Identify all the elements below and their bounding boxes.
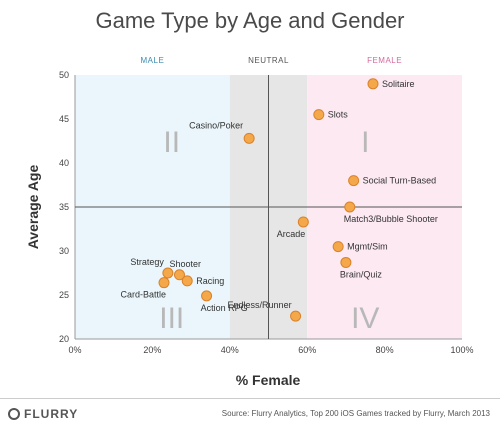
x-tick-label: 80% bbox=[376, 345, 394, 355]
x-tick-label: 40% bbox=[221, 345, 239, 355]
y-tick-label: 35 bbox=[59, 202, 69, 212]
data-point bbox=[367, 78, 379, 90]
zone-label-male: MALE bbox=[141, 56, 165, 65]
data-point bbox=[173, 269, 185, 281]
data-label: Arcade bbox=[277, 229, 306, 239]
y-tick-label: 40 bbox=[59, 158, 69, 168]
data-label: Casino/Poker bbox=[189, 120, 243, 130]
x-tick-label: 0% bbox=[68, 345, 81, 355]
data-label: Strategy bbox=[130, 257, 164, 267]
data-point bbox=[243, 132, 255, 144]
x-tick-label: 100% bbox=[450, 345, 473, 355]
y-tick-label: 25 bbox=[59, 290, 69, 300]
zone-label-female: FEMALE bbox=[367, 56, 402, 65]
quadrant-label: II bbox=[163, 126, 180, 159]
quadrant-label: I bbox=[361, 126, 369, 159]
data-point bbox=[162, 267, 174, 279]
y-tick-label: 45 bbox=[59, 114, 69, 124]
y-tick-label: 20 bbox=[59, 334, 69, 344]
data-label: Mgmt/Sim bbox=[347, 242, 388, 252]
data-label: Racing bbox=[196, 276, 224, 286]
data-label: Solitaire bbox=[382, 79, 415, 89]
data-label: Brain/Quiz bbox=[340, 269, 383, 279]
data-label: Endless/Runner bbox=[228, 300, 292, 310]
footer: FLURRY Source: Flurry Analytics, Top 200… bbox=[0, 398, 500, 429]
zone-label-neutral: NEUTRAL bbox=[248, 56, 289, 65]
data-label: Match3/Bubble Shooter bbox=[344, 214, 438, 224]
data-label: Action RPG bbox=[201, 303, 248, 313]
data-point bbox=[348, 175, 360, 187]
data-point bbox=[201, 290, 213, 302]
data-point bbox=[297, 216, 309, 228]
data-label: Shooter bbox=[169, 259, 201, 269]
data-point bbox=[158, 277, 170, 289]
x-axis-title: % Female bbox=[236, 372, 301, 388]
y-axis-title: Average Age bbox=[25, 165, 41, 250]
flurry-logo-icon bbox=[8, 408, 20, 420]
logo-text: FLURRY bbox=[24, 407, 79, 421]
y-tick-label: 30 bbox=[59, 246, 69, 256]
chart-title: Game Type by Age and Gender bbox=[95, 8, 405, 33]
data-label: Slots bbox=[328, 110, 349, 120]
data-point bbox=[332, 241, 344, 253]
data-point bbox=[340, 256, 352, 268]
data-point bbox=[181, 275, 193, 287]
data-point bbox=[313, 109, 325, 121]
data-point bbox=[344, 201, 356, 213]
data-label: Card-Battle bbox=[120, 290, 166, 300]
flurry-logo: FLURRY bbox=[8, 407, 78, 421]
source-note: Source: Flurry Analytics, Top 200 iOS Ga… bbox=[221, 409, 490, 418]
x-tick-label: 60% bbox=[298, 345, 316, 355]
data-label: Social Turn-Based bbox=[363, 176, 437, 186]
quadrant-label: IV bbox=[351, 302, 379, 335]
data-point bbox=[290, 310, 302, 322]
quadrant-label: III bbox=[159, 302, 184, 335]
y-tick-label: 50 bbox=[59, 70, 69, 80]
x-tick-label: 20% bbox=[143, 345, 161, 355]
